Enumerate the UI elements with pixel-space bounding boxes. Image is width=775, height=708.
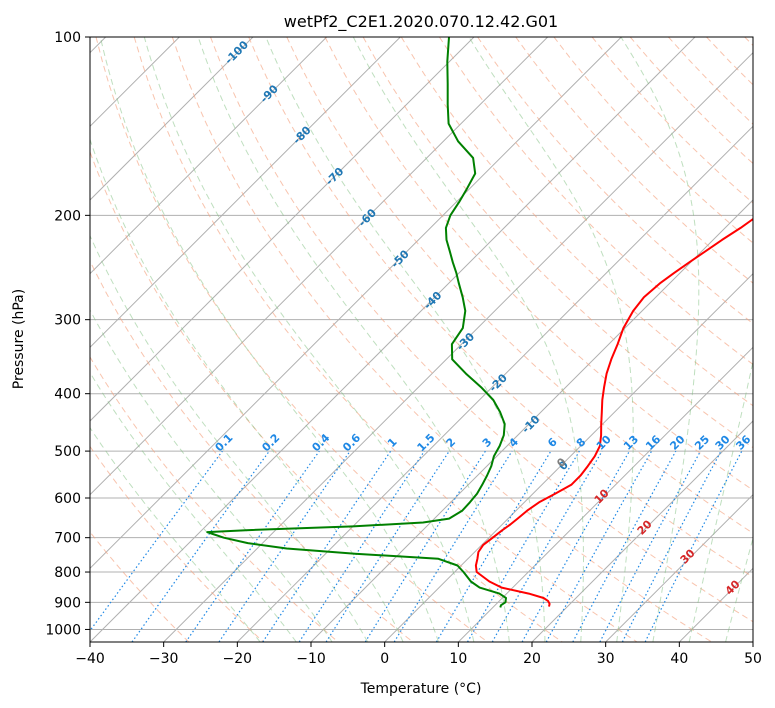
isotherm-line [90,37,549,496]
moist-adiabat-line [762,37,775,642]
y-tick-label: 900 [54,595,81,611]
moist-adiabat-line [90,309,333,642]
isotherm-line [90,37,328,275]
mixing-ratio-line [545,450,653,642]
y-tick-label: 700 [54,531,81,547]
dry-adiabat-line [95,37,563,642]
isotherm-line [531,420,753,642]
moist-adiabat-line [90,426,261,642]
y-tick-label: 500 [54,444,81,460]
mixing-ratio-line [325,450,450,642]
y-axis-label: Pressure (hPa) [11,289,27,389]
y-tick-label: 100 [54,30,81,46]
isotherm-line [90,37,401,349]
x-axis-label: Temperature (°C) [360,681,482,697]
isotherm-line [90,37,254,201]
y-tick-label: 200 [54,208,81,224]
moist-adiabat-line [99,37,439,642]
moist-adiabat-line [688,359,753,642]
mixing-ratio-line [90,450,223,632]
dry-adiabat-line [171,37,712,642]
dry-adiabat-line [324,37,753,491]
isotherm-line [163,51,753,642]
series-lines [206,37,753,608]
isotherm-line [605,493,753,642]
moist-adiabat-line [197,37,510,642]
background-lines [90,37,775,642]
mixing-ratio-line [185,450,320,642]
temperature-line [474,217,753,607]
isotherm-line [90,37,475,422]
mixing-ratio-line [572,450,677,642]
dry-adiabat-line [438,37,753,366]
y-tick-label: 300 [54,313,81,329]
mixing-ratio-line [521,450,631,642]
mixing-ratio-line [298,450,425,642]
moist-adiabat-line [352,37,584,642]
x-tick-label: 50 [744,651,762,667]
x-tick-label: 20 [523,651,541,667]
plot-frame [89,36,754,643]
mixing-ratio-line [218,450,351,642]
chart-title: wetPf2_C2E1.2020.070.12.42.G01 [284,12,558,32]
moist-adiabat-line [90,371,297,642]
x-tick-label: 30 [597,651,615,667]
isotherm-line [384,272,753,642]
isotherm-line [90,37,622,570]
mixing-ratio-line [131,450,270,642]
x-tick-label: −10 [296,651,326,667]
isotherm-line [752,641,753,642]
mixing-ratio-line [262,450,392,642]
dewpoint-line [206,37,507,608]
y-tick-label: 600 [54,491,81,507]
x-tick-label: 10 [449,651,467,667]
dry-adiabat-line [90,445,264,642]
x-tick-label: 0 [380,651,389,667]
dry-adiabat-line [286,37,753,534]
moist-adiabat-line [620,37,700,642]
isotherm-line [90,37,696,642]
dry-adiabat-line [477,37,753,325]
dry-adiabat-line [133,37,638,642]
axes: −40 −30 −20 −10 0 10 20 30 40 50 100 200 300 400 500 60… [45,30,762,667]
isotherm-line [236,125,753,642]
y-tick-label: 1000 [45,622,81,638]
x-tick-label: −40 [75,651,105,667]
dry-adiabat-line [90,150,488,642]
x-tick-label: 40 [670,651,688,667]
moist-adiabat-line [143,37,475,642]
y-tick-label: 800 [54,565,81,581]
moist-adiabat-line [90,137,404,642]
plot-background [90,37,753,642]
moist-adiabat-line [725,536,753,642]
mixing-ratio-line [644,450,743,642]
y-tick-label: 400 [54,387,81,403]
isotherm-line [457,346,753,642]
moist-adiabat-line [265,37,546,642]
dry-adiabat-line [248,37,753,578]
mixing-ratio-line [393,450,513,642]
x-tick-label: −30 [149,651,179,667]
x-tick-label: −20 [223,651,253,667]
moist-adiabat-line [90,234,369,642]
dry-adiabat-line [210,37,753,623]
dry-adiabat-line [90,356,339,642]
dry-adiabat-line [90,259,414,642]
